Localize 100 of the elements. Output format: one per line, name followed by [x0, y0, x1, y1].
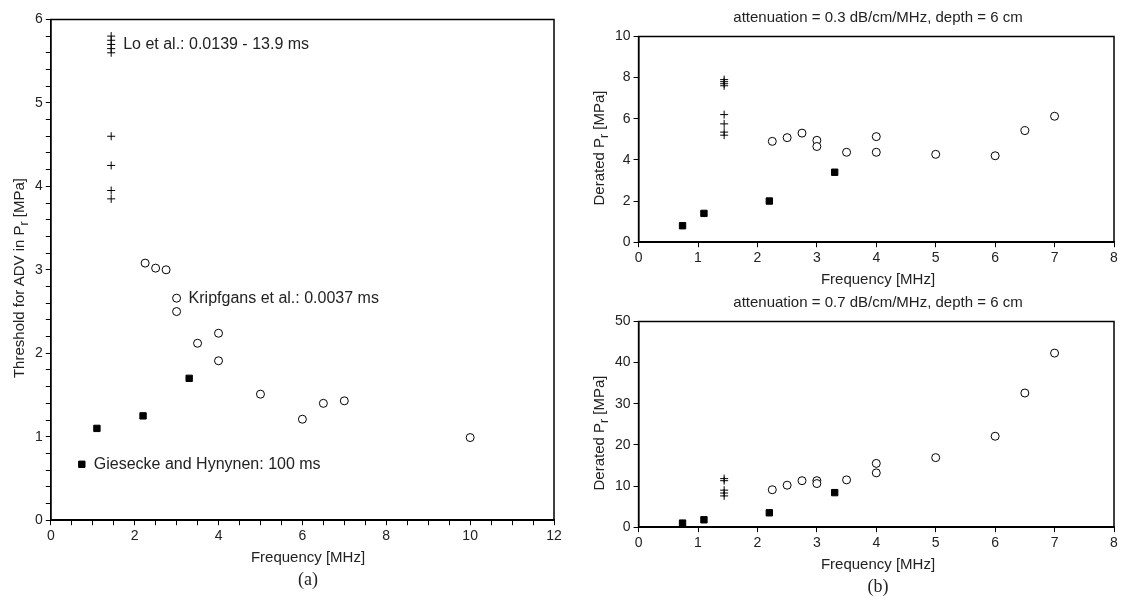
x-axis-title: Frequency [MHz] — [819, 555, 937, 572]
x-tick-label: 7 — [1050, 534, 1059, 551]
point — [106, 131, 116, 141]
chart-title: attenuation = 0.3 dB/cm/MHz, depth = 6 cm — [732, 8, 1024, 25]
x-tick-label: 2 — [130, 527, 139, 544]
point — [255, 389, 265, 399]
point — [78, 460, 86, 468]
y-tick-label: 1 — [34, 427, 43, 444]
point — [1020, 388, 1030, 398]
y-tick-label: 40 — [614, 353, 631, 370]
point — [931, 149, 941, 159]
annotation: Lo et al.: 0.0139 - 13.9 ms — [123, 34, 310, 52]
point — [842, 475, 852, 485]
point — [782, 480, 792, 490]
point — [93, 424, 101, 433]
x-tick-label: 8 — [382, 527, 391, 544]
annotation: Giesecke and Hynynen: 100 ms — [93, 454, 321, 472]
point — [151, 263, 161, 273]
x-tick-label: 1 — [694, 534, 703, 551]
point — [106, 48, 116, 58]
point — [172, 307, 182, 317]
point — [831, 168, 839, 176]
point — [1020, 126, 1030, 136]
y-tick-label: 8 — [622, 68, 631, 85]
x-tick-label: 0 — [634, 534, 643, 551]
point — [767, 136, 777, 146]
point — [139, 412, 147, 420]
y-tick-label: 6 — [622, 109, 631, 126]
point — [140, 258, 150, 268]
point — [871, 147, 881, 157]
y-tick-label: 30 — [614, 394, 631, 411]
point — [871, 468, 881, 478]
point — [765, 509, 773, 517]
y-tick-label: 20 — [614, 435, 631, 452]
text: (a) — [297, 569, 319, 590]
point — [797, 128, 807, 138]
point — [185, 374, 193, 382]
y-tick-label: 3 — [34, 260, 43, 277]
point — [106, 186, 116, 196]
point — [700, 209, 708, 218]
point — [797, 476, 807, 486]
point — [678, 222, 687, 230]
point — [990, 151, 1000, 161]
point — [842, 147, 852, 157]
x-tick-label: 12 — [546, 527, 562, 544]
x-tick-label: 7 — [1050, 249, 1059, 266]
y-tick-label: 5 — [34, 93, 43, 110]
point — [161, 265, 171, 275]
x-tick-label: 10 — [462, 527, 479, 544]
x-tick-label: 0 — [634, 249, 643, 266]
point — [782, 133, 792, 143]
text: (b) — [866, 576, 890, 597]
x-tick-label: 4 — [872, 249, 881, 266]
y-tick-label: 2 — [622, 191, 631, 208]
x-tick-label: 2 — [753, 534, 762, 551]
point — [719, 110, 729, 120]
point — [765, 197, 773, 205]
x-tick-label: 8 — [1110, 534, 1119, 551]
point — [339, 396, 349, 406]
x-tick-label: 5 — [931, 249, 940, 266]
point — [318, 398, 328, 408]
x-axis-title: Frequency [MHz] — [819, 270, 937, 287]
x-tick-label: 6 — [298, 527, 307, 544]
x-tick-label: 3 — [812, 249, 821, 266]
x-tick-label: 5 — [931, 534, 940, 551]
y-tick-label: 4 — [34, 177, 43, 194]
y-tick-label: 10 — [614, 27, 631, 44]
point — [831, 488, 839, 497]
point — [871, 132, 881, 142]
y-tick-label: 6 — [34, 10, 43, 27]
y-tick-label: 2 — [34, 344, 43, 361]
point — [465, 433, 475, 443]
point — [812, 142, 822, 151]
point — [871, 458, 881, 468]
point — [678, 519, 687, 527]
point — [193, 338, 203, 348]
point — [700, 516, 708, 524]
point — [214, 356, 224, 366]
x-tick-label: 6 — [991, 249, 1000, 266]
point — [106, 160, 116, 170]
point — [106, 194, 116, 204]
point — [172, 293, 182, 303]
point — [767, 485, 777, 495]
point — [214, 328, 224, 338]
x-tick-label: 1 — [694, 249, 703, 266]
x-tick-label: 2 — [753, 249, 762, 266]
x-tick-label: 4 — [872, 534, 881, 551]
y-tick-label: 4 — [622, 150, 631, 167]
y-tick-label: 10 — [614, 476, 631, 493]
x-tick-label: 4 — [214, 527, 223, 544]
y-tick-label: 0 — [34, 511, 43, 528]
x-axis-title: Frequency [MHz] — [249, 548, 367, 565]
x-tick-label: 0 — [46, 527, 55, 544]
point — [990, 431, 1000, 441]
point — [297, 414, 307, 424]
x-tick-label: 8 — [1110, 249, 1119, 266]
point — [1050, 111, 1060, 121]
point — [931, 453, 941, 463]
chart-title: attenuation = 0.7 dB/cm/MHz, depth = 6 cm — [732, 293, 1024, 310]
point — [719, 119, 729, 129]
